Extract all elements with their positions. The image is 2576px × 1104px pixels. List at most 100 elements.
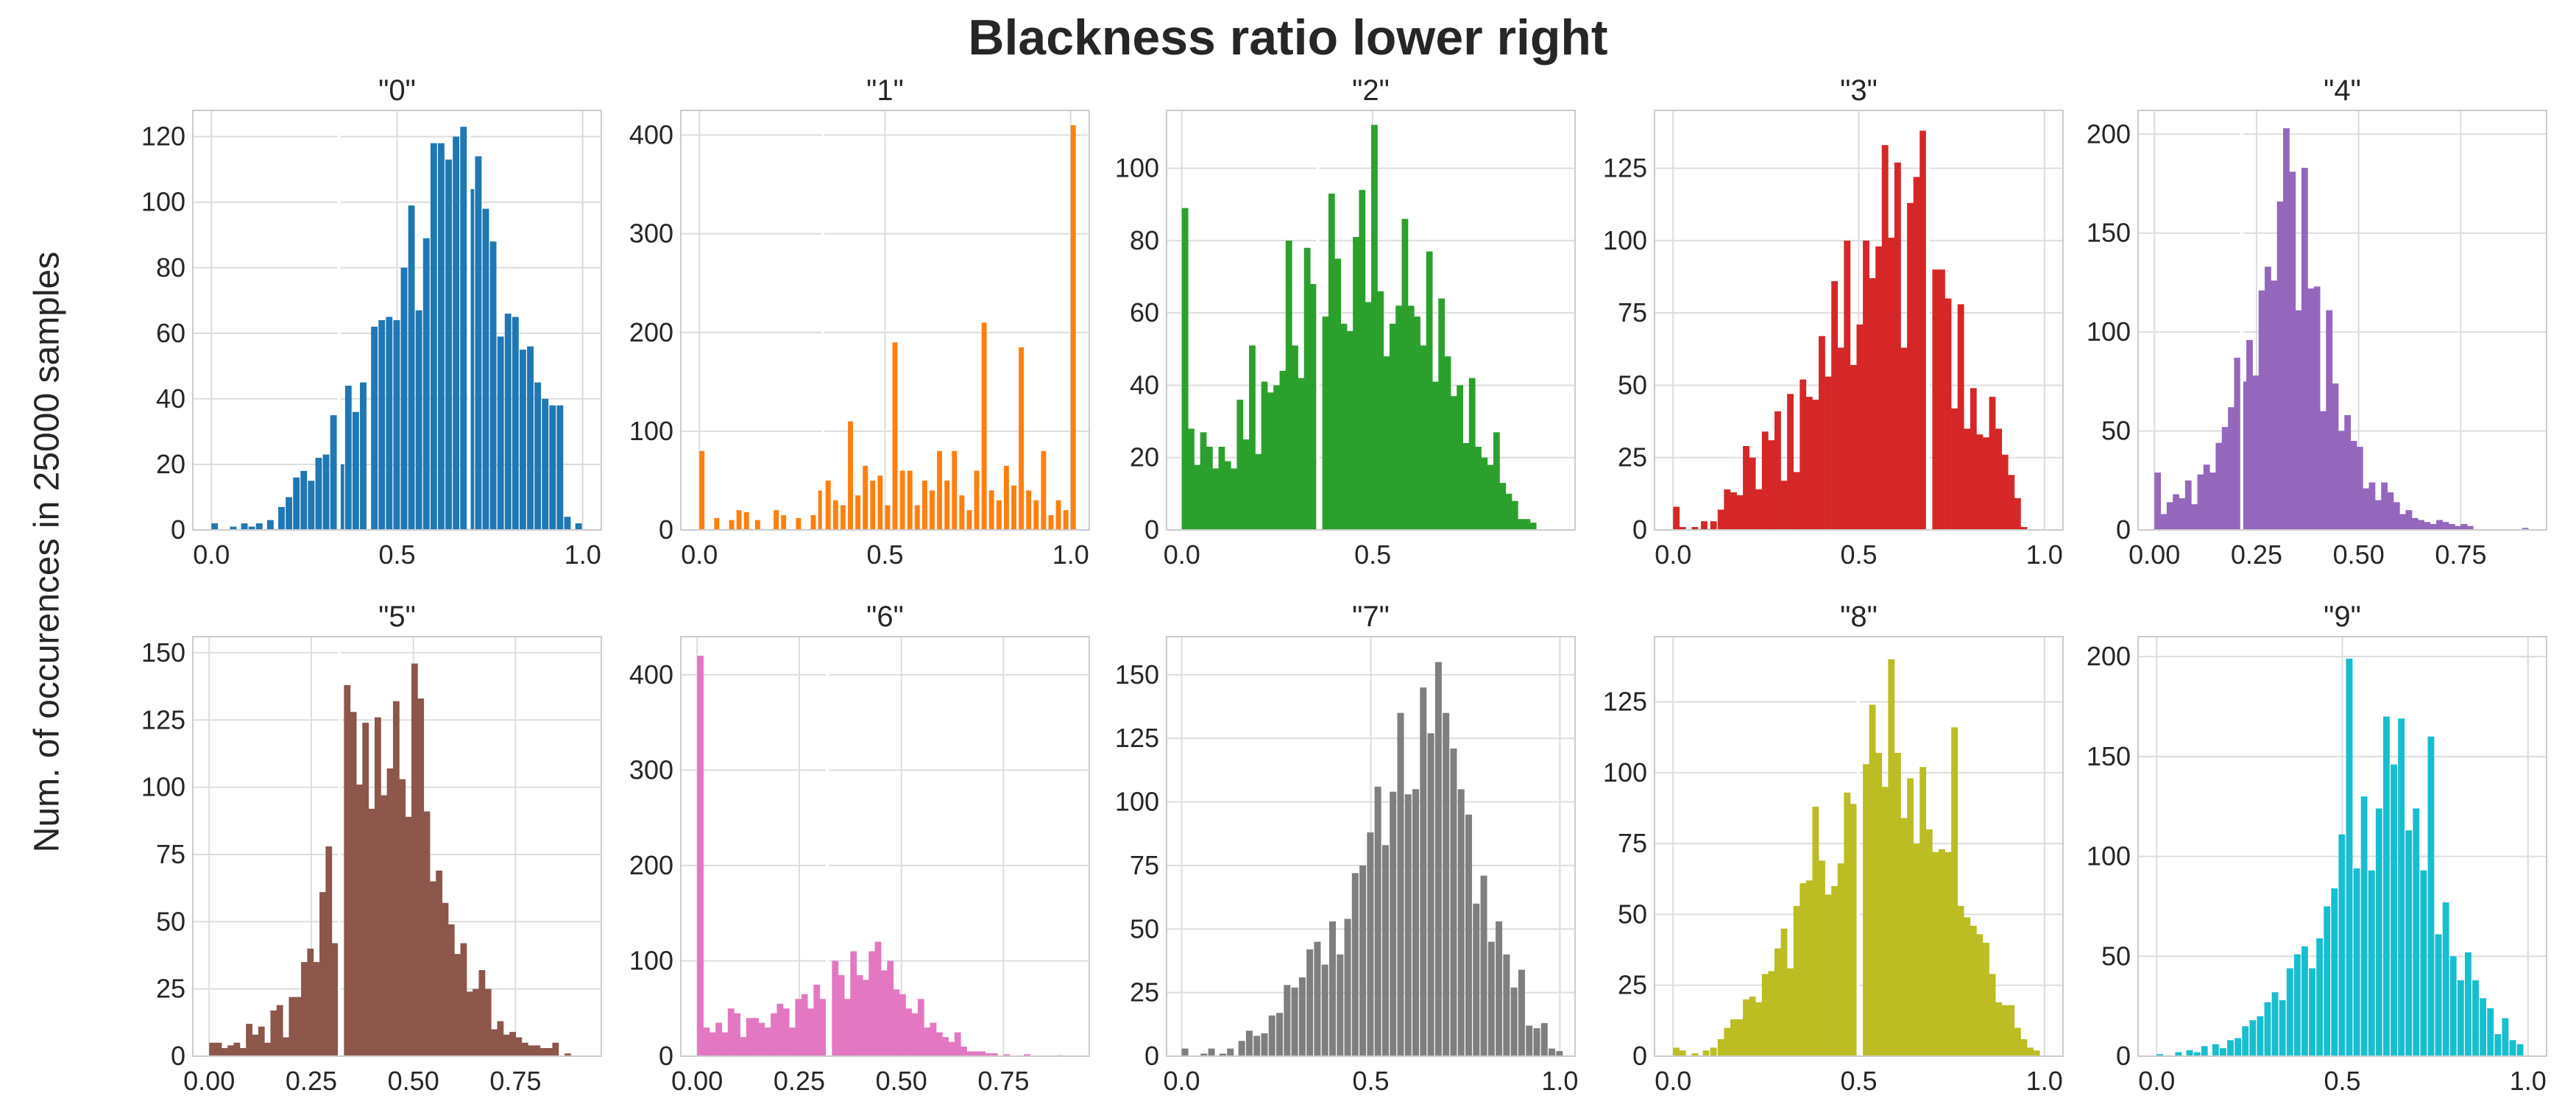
histogram-bar bbox=[1957, 304, 1964, 530]
histogram-bar bbox=[307, 948, 314, 1056]
histogram-bar bbox=[885, 505, 891, 530]
y-tick-label: 150 bbox=[141, 637, 185, 668]
y-tick-label: 0 bbox=[2116, 514, 2131, 545]
histogram-bar bbox=[825, 480, 831, 530]
histogram-bar bbox=[856, 974, 863, 1056]
histogram-bar bbox=[892, 342, 898, 530]
histogram-bar bbox=[813, 984, 821, 1056]
bar-gap bbox=[337, 110, 341, 530]
histogram-bar bbox=[2193, 1052, 2201, 1056]
histogram-bar bbox=[1401, 219, 1409, 530]
y-tick-label: 100 bbox=[1115, 787, 1159, 817]
histogram-bar bbox=[386, 768, 394, 1056]
axes-frame bbox=[192, 110, 602, 531]
y-tick-label: 150 bbox=[1115, 659, 1159, 690]
histogram-bar bbox=[2257, 1016, 2264, 1056]
histogram-bar bbox=[1298, 977, 1306, 1056]
histogram-bar bbox=[1932, 852, 1939, 1056]
x-tick-label: 0.75 bbox=[2435, 539, 2486, 570]
y-tick-label: 100 bbox=[141, 772, 185, 802]
y-tick-label: 25 bbox=[1618, 970, 1647, 1000]
histogram-bar bbox=[1011, 485, 1016, 530]
histogram-bar bbox=[2293, 954, 2301, 1056]
histogram-bar bbox=[1768, 971, 1775, 1056]
histogram-bar bbox=[709, 1032, 716, 1056]
histogram-bar bbox=[330, 415, 337, 530]
histogram-bar bbox=[2020, 1038, 2028, 1056]
y-tick-label: 0 bbox=[171, 1041, 185, 1071]
histogram-bar bbox=[1340, 323, 1348, 530]
histogram-bar bbox=[1774, 411, 1781, 530]
histogram-bar bbox=[1743, 999, 1749, 1056]
histogram-bar bbox=[564, 517, 571, 530]
axes-frame bbox=[1166, 636, 1576, 1057]
histogram-bar bbox=[509, 1032, 516, 1056]
histogram-bar bbox=[1238, 1041, 1245, 1056]
histogram-bar bbox=[1359, 865, 1367, 1056]
histogram-bar bbox=[862, 980, 869, 1056]
histogram-bar bbox=[1787, 394, 1794, 530]
histogram-bar bbox=[844, 999, 851, 1056]
histogram-bar bbox=[1724, 1027, 1731, 1056]
histogram-bar bbox=[2460, 523, 2468, 530]
histogram-bar bbox=[917, 999, 924, 1056]
x-tick-label: 0.25 bbox=[286, 1066, 337, 1096]
histogram-bar bbox=[1945, 852, 1952, 1056]
histogram-bar bbox=[1284, 985, 1291, 1056]
histogram-bar bbox=[887, 960, 894, 1056]
histogram-bar bbox=[454, 954, 461, 1056]
histogram-bar bbox=[2420, 870, 2427, 1056]
histogram-bar bbox=[1395, 305, 1403, 530]
histogram-bar bbox=[2424, 522, 2431, 530]
histogram-bar bbox=[300, 470, 308, 530]
bar-gap bbox=[821, 110, 824, 530]
histogram-bar bbox=[1328, 921, 1336, 1056]
x-tick-label: 0.25 bbox=[774, 1066, 825, 1096]
histogram-bar bbox=[445, 159, 452, 530]
histogram-bar bbox=[1291, 987, 1298, 1056]
histogram-bar bbox=[1875, 246, 1883, 530]
x-tick-label: 0.50 bbox=[388, 1066, 439, 1096]
histogram-bar bbox=[1181, 208, 1189, 530]
histogram-bar bbox=[255, 523, 263, 530]
histogram-bar bbox=[1334, 258, 1342, 530]
histogram-bar bbox=[911, 1013, 919, 1056]
histogram-bar bbox=[1881, 145, 1889, 530]
histogram-bar bbox=[283, 1037, 289, 1056]
histogram-bar bbox=[874, 941, 882, 1056]
histogram-bar bbox=[1462, 443, 1470, 530]
histogram-bar bbox=[1983, 942, 1989, 1056]
histogram-bar bbox=[1033, 500, 1039, 530]
histogram-bar bbox=[1510, 987, 1518, 1056]
histogram-bar bbox=[362, 722, 369, 1056]
y-tick-label: 125 bbox=[1115, 723, 1159, 753]
histogram-bar bbox=[893, 989, 900, 1056]
y-tick-label: 200 bbox=[629, 317, 673, 347]
histogram-bar bbox=[344, 386, 352, 530]
histogram-bar bbox=[400, 267, 408, 530]
y-tick-label: 150 bbox=[2087, 741, 2131, 771]
histogram-bar bbox=[1443, 712, 1450, 1056]
histogram-bar bbox=[429, 881, 436, 1056]
histogram-bar bbox=[1850, 364, 1857, 530]
axes-frame bbox=[1654, 110, 2064, 531]
x-tick-label: 0.75 bbox=[977, 1066, 1029, 1096]
histogram-bar bbox=[467, 188, 475, 530]
histogram-bar bbox=[1261, 381, 1268, 530]
histogram-bar bbox=[1913, 843, 1920, 1056]
histogram-panel-1: 0.0 0.5 1.0 0 100 200 300 400 "1" bbox=[629, 74, 1090, 570]
histogram-bar bbox=[565, 1053, 571, 1056]
y-tick-label: 25 bbox=[156, 974, 185, 1004]
x-tick-label: 0.00 bbox=[2129, 539, 2180, 570]
histogram-bar bbox=[252, 1034, 259, 1056]
histogram-bar bbox=[1432, 381, 1439, 530]
histogram-bar bbox=[2316, 938, 2324, 1056]
histogram-bar bbox=[1749, 997, 1756, 1056]
histogram-bar bbox=[1900, 347, 1908, 530]
histogram-bar bbox=[371, 326, 378, 530]
y-tick-label: 60 bbox=[1130, 297, 1159, 328]
histogram-bar bbox=[1212, 468, 1220, 530]
x-tick-label: 0.5 bbox=[1840, 1066, 1877, 1096]
histogram-bar bbox=[1337, 954, 1344, 1056]
histogram-bar bbox=[2472, 980, 2479, 1056]
